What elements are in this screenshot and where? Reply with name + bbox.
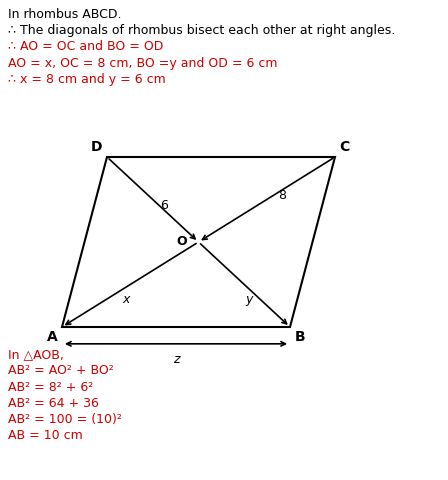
Text: AB² = 8² + 6²: AB² = 8² + 6² bbox=[8, 380, 93, 393]
Text: ∴ The diagonals of rhombus bisect each other at right angles.: ∴ The diagonals of rhombus bisect each o… bbox=[8, 24, 395, 37]
Text: AB = 10 cm: AB = 10 cm bbox=[8, 428, 83, 441]
Text: 8: 8 bbox=[278, 189, 286, 202]
Text: O: O bbox=[177, 235, 187, 248]
Text: B: B bbox=[294, 330, 305, 344]
Text: ∴ x = 8 cm and y = 6 cm: ∴ x = 8 cm and y = 6 cm bbox=[8, 73, 166, 86]
Text: In △AOB,: In △AOB, bbox=[8, 347, 64, 360]
Text: AB² = 100 = (10)²: AB² = 100 = (10)² bbox=[8, 412, 122, 425]
Text: D: D bbox=[91, 140, 103, 154]
Text: 6: 6 bbox=[160, 198, 168, 211]
Text: C: C bbox=[340, 140, 350, 154]
Text: AB² = 64 + 36: AB² = 64 + 36 bbox=[8, 396, 99, 409]
Text: ∴ AO = OC and BO = OD: ∴ AO = OC and BO = OD bbox=[8, 40, 164, 53]
Text: y: y bbox=[245, 293, 252, 306]
Text: z: z bbox=[173, 352, 179, 365]
Text: In rhombus ABCD.: In rhombus ABCD. bbox=[8, 8, 121, 21]
Text: AB² = AO² + BO²: AB² = AO² + BO² bbox=[8, 363, 114, 376]
Text: x: x bbox=[122, 293, 129, 306]
Text: AO = x, OC = 8 cm, BO =y and OD = 6 cm: AO = x, OC = 8 cm, BO =y and OD = 6 cm bbox=[8, 57, 277, 70]
Text: A: A bbox=[47, 330, 57, 344]
